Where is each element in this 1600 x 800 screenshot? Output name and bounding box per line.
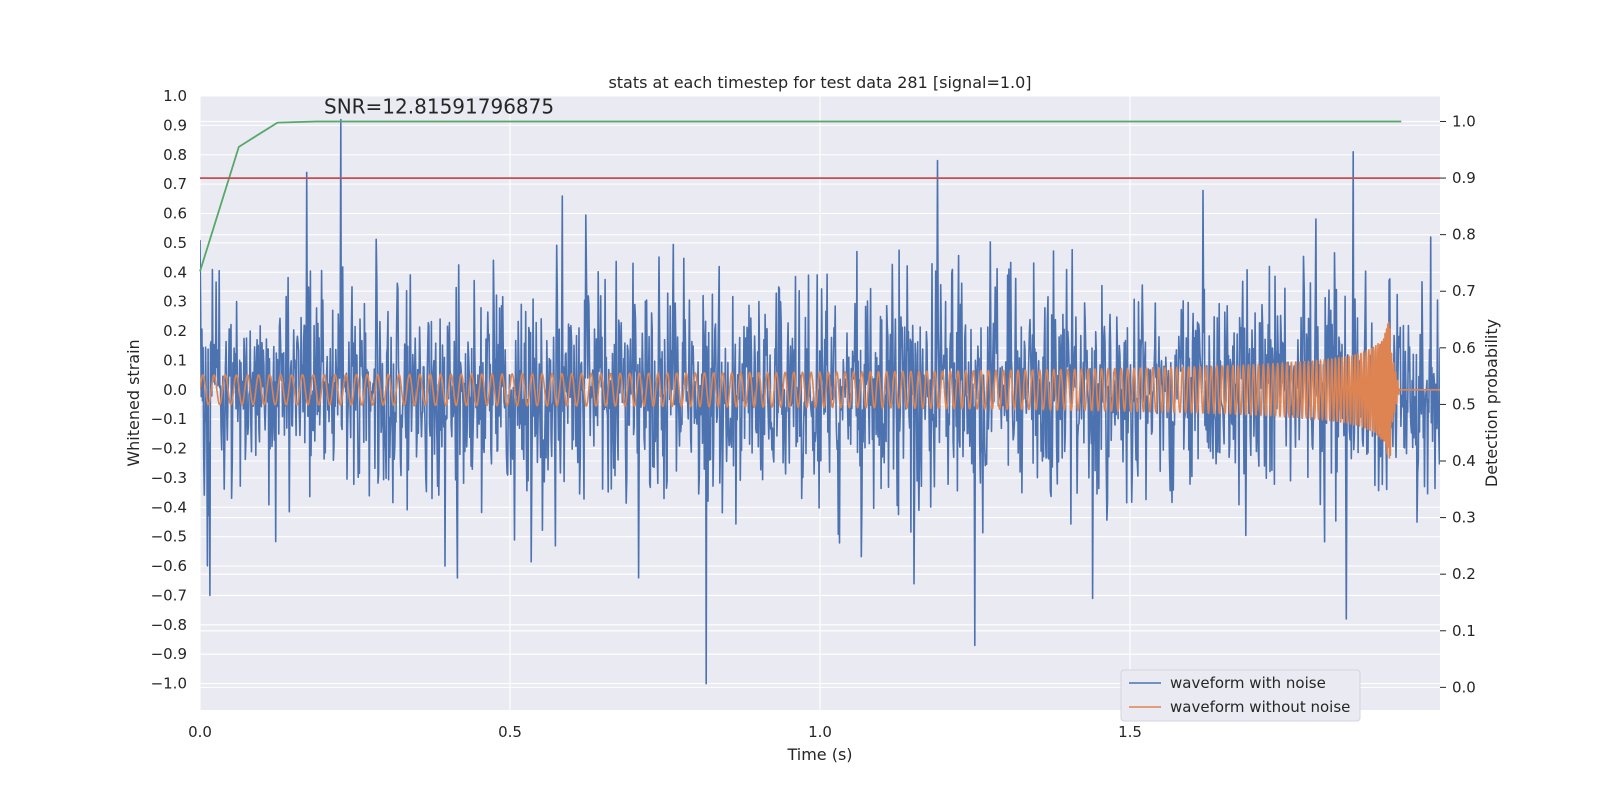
y-tick-label: −0.8	[151, 616, 187, 634]
x-tick-labels: 0.0 0.5 1.0 1.5	[188, 723, 1142, 741]
series-detection-probability	[199, 120, 1402, 272]
y2-tick-label: 0.8	[1452, 226, 1476, 244]
legend-label-clean: waveform without noise	[1170, 698, 1350, 716]
y2-tick-label: 0.5	[1452, 395, 1476, 413]
series-waveform-with-noise	[200, 118, 1440, 685]
y-tick-label: −0.5	[151, 528, 187, 546]
y-tick-label: −0.7	[151, 586, 187, 604]
y-tick-label: 0.1	[163, 351, 187, 369]
y-tick-label: −0.9	[151, 645, 187, 663]
y2-tick-label: 0.1	[1452, 622, 1476, 640]
y-tick-labels: −1.0 −0.9 −0.8 −0.7 −0.6 −0.5 −0.4 −0.3 −0.2 −0.1…	[151, 87, 187, 693]
y2-tick-label: 0.9	[1452, 169, 1476, 187]
series-waveform-without-noise	[200, 321, 1440, 459]
y-tick-label: −0.1	[151, 410, 187, 428]
chart-title: stats at each timestep for test data 281…	[608, 73, 1031, 92]
y-tick-label: 0.0	[163, 381, 187, 399]
y-tick-label: 0.7	[163, 175, 187, 193]
x-tick-label: 0.5	[498, 723, 522, 741]
x-tick-label: 1.5	[1118, 723, 1142, 741]
y2-tick-label: 0.7	[1452, 282, 1476, 300]
y2-axis-label: Detection probability	[1482, 319, 1501, 487]
snr-annotation: SNR=12.81591796875	[324, 95, 554, 119]
y-tick-label: −1.0	[151, 675, 187, 693]
y2-tick-label: 0.4	[1452, 452, 1476, 470]
y-tick-label: 0.5	[163, 234, 187, 252]
series-layer	[199, 118, 1440, 685]
y-tick-label: 1.0	[163, 87, 187, 105]
y-tick-label: 0.9	[163, 116, 187, 134]
y2-tick-label: 0.6	[1452, 339, 1476, 357]
y-tick-label: 0.4	[163, 263, 187, 281]
y-tick-label: 0.2	[163, 322, 187, 340]
y2-tick-label: 0.2	[1452, 565, 1476, 583]
x-axis-label: Time (s)	[786, 745, 852, 764]
y2-tick-labels: 0.0 0.1 0.2 0.3 0.4 0.5 0.6 0.7 0.8 0.9 1.0	[1440, 112, 1476, 696]
x-tick-label: 0.0	[188, 723, 212, 741]
y2-tick-label: 0.0	[1452, 678, 1476, 696]
y-tick-label: −0.4	[151, 498, 187, 516]
y-axis-label: Whitened strain	[124, 339, 143, 466]
legend-label-noisy: waveform with noise	[1170, 674, 1326, 692]
y2-tick-label: 1.0	[1452, 112, 1476, 130]
y2-tick-label: 0.3	[1452, 509, 1476, 527]
y-tick-label: −0.3	[151, 469, 187, 487]
y-tick-label: −0.6	[151, 557, 187, 575]
y-tick-label: 0.6	[163, 205, 187, 223]
y-tick-label: −0.2	[151, 440, 187, 458]
legend-box	[1120, 669, 1361, 722]
y-tick-label: 0.8	[163, 146, 187, 164]
y-tick-label: 0.3	[163, 293, 187, 311]
x-tick-label: 1.0	[808, 723, 832, 741]
legend: waveform with noise waveform without noi…	[1120, 669, 1361, 722]
